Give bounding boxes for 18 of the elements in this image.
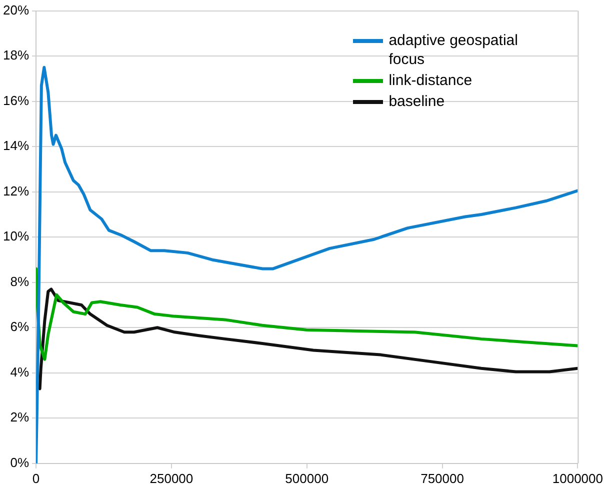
y-tick-label: 12% xyxy=(2,183,30,198)
x-tick-label: 750000 xyxy=(420,470,464,486)
legend-label: baseline xyxy=(388,92,446,111)
legend-label: link-distance xyxy=(388,70,474,90)
y-tick-label: 6% xyxy=(10,319,30,334)
x-tick-label: 250000 xyxy=(150,470,194,486)
y-tick-label: 20% xyxy=(2,2,30,18)
x-tick-label: 500000 xyxy=(285,470,329,486)
y-tick-label: 4% xyxy=(10,364,30,380)
y-tick-label: 10% xyxy=(2,228,30,244)
x-tick-label: 1000000 xyxy=(552,470,604,486)
y-tick-label: 18% xyxy=(2,48,30,63)
y-tick-label: 16% xyxy=(2,92,30,108)
y-tick-label: 14% xyxy=(2,138,30,154)
x-tick-label: 0 xyxy=(32,470,40,486)
y-tick-label: 8% xyxy=(10,274,30,289)
y-tick-label: 0% xyxy=(10,454,30,470)
y-tick-label: 2% xyxy=(10,410,30,425)
